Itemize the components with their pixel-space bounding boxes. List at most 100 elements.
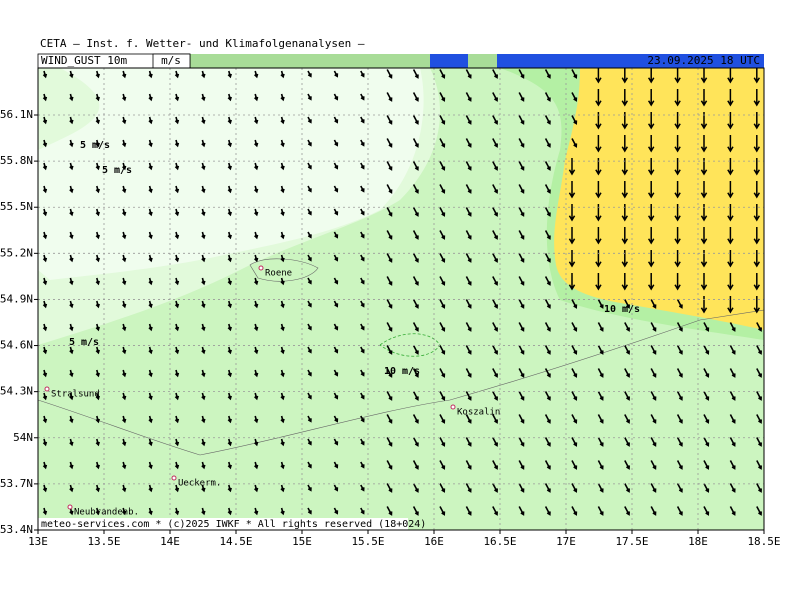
wind-arrow — [597, 391, 604, 401]
arrow-shape — [465, 276, 472, 286]
arrow-shape — [69, 254, 74, 263]
wind-arrow — [597, 414, 604, 424]
arrow-shape — [492, 437, 498, 447]
arrow-shape — [492, 207, 498, 217]
wind-arrow — [676, 483, 683, 493]
wind-arrow — [280, 369, 285, 378]
arrow-shape — [227, 484, 232, 493]
arrow-shape — [360, 461, 365, 469]
wind-arrow — [254, 162, 259, 171]
wind-arrow — [174, 392, 180, 401]
wind-arrow — [307, 300, 312, 308]
wind-arrow — [360, 507, 365, 515]
wind-arrow — [307, 116, 312, 124]
wind-arrow — [360, 277, 365, 285]
wind-arrow — [95, 369, 100, 378]
arrow-shape — [386, 276, 393, 286]
arrow-shape — [95, 70, 100, 79]
arrow-shape — [201, 438, 206, 447]
arrow-shape — [360, 254, 365, 262]
wind-arrow — [42, 323, 48, 332]
wind-arrow — [544, 276, 551, 286]
wind-arrow — [69, 300, 74, 309]
arrow-shape — [703, 368, 710, 378]
wind-arrow — [544, 460, 551, 470]
wind-arrow — [571, 437, 578, 447]
arrow-shape — [621, 158, 629, 176]
arrow-shape — [333, 93, 339, 101]
wind-arrow — [69, 346, 74, 355]
wind-arrow — [756, 483, 762, 493]
arrow-shape — [95, 323, 100, 332]
wind-arrow — [69, 162, 74, 171]
wind-arrow — [676, 460, 683, 470]
arrow-shape — [439, 69, 446, 79]
arrow-shape — [753, 273, 761, 291]
arrow-shape — [729, 414, 736, 424]
arrow-shape — [492, 299, 498, 309]
wind-arrow — [69, 415, 74, 424]
wind-arrow — [174, 254, 180, 263]
coastline — [37, 309, 765, 456]
wind-arrow — [624, 299, 630, 309]
arrow-shape — [69, 484, 74, 493]
wind-arrow — [412, 299, 419, 309]
wind-arrow — [518, 437, 525, 447]
arrow-shape — [597, 299, 604, 309]
arrow-shape — [597, 483, 604, 493]
wind-arrow — [595, 89, 602, 107]
wind-arrow — [95, 185, 100, 194]
arrow-shape — [148, 162, 153, 171]
wind-arrow — [492, 368, 498, 378]
wind-arrow — [201, 507, 206, 516]
arrow-shape — [465, 414, 472, 424]
arrow-shape — [492, 460, 498, 470]
wind-arrow — [307, 277, 312, 285]
arrow-shape — [307, 70, 312, 78]
wind-arrow — [650, 483, 657, 493]
wind-arrow — [568, 273, 576, 291]
wind-arrow — [174, 438, 180, 447]
arrow-shape — [42, 323, 48, 332]
wind-arrow — [360, 484, 365, 492]
wind-arrow — [386, 184, 393, 194]
parameter: WIND_GUST 10m — [41, 54, 127, 67]
arrow-shape — [254, 208, 259, 217]
arrow-shape — [360, 162, 365, 170]
arrow-shape — [647, 135, 655, 153]
arrow-shape — [624, 322, 630, 332]
x-axis-label: 16.5E — [483, 535, 516, 548]
arrow-shape — [597, 391, 604, 401]
wind-arrow — [439, 161, 446, 171]
arrow-shape — [571, 115, 578, 125]
arrow-shape — [280, 185, 285, 194]
wind-arrow — [42, 162, 48, 171]
wind-arrow — [42, 185, 48, 194]
wind-arrow — [69, 231, 74, 240]
arrow-shape — [729, 506, 736, 516]
wind-arrow — [700, 66, 708, 84]
wind-arrow — [95, 415, 100, 424]
arrow-shape — [465, 230, 472, 240]
wind-arrow — [568, 227, 576, 245]
arrow-shape — [333, 185, 339, 193]
wind-arrow — [753, 204, 761, 222]
arrow-shape — [280, 484, 285, 493]
wind-arrow — [69, 484, 74, 493]
arrow-shape — [624, 414, 630, 424]
arrow-shape — [174, 484, 180, 493]
wind-arrow — [254, 116, 259, 125]
arrow-shape — [95, 231, 100, 240]
wind-arrow — [756, 391, 762, 401]
wind-arrow — [201, 369, 206, 378]
wind-arrow — [254, 277, 259, 286]
wind-arrow — [254, 346, 259, 355]
wind-arrow — [621, 89, 629, 107]
arrow-shape — [95, 507, 100, 516]
arrow-shape — [568, 250, 576, 268]
wind-arrow — [650, 345, 657, 355]
wind-arrow — [595, 135, 602, 153]
wind-arrow — [386, 368, 393, 378]
wind-arrow — [148, 185, 153, 194]
arrow-shape — [386, 138, 393, 148]
